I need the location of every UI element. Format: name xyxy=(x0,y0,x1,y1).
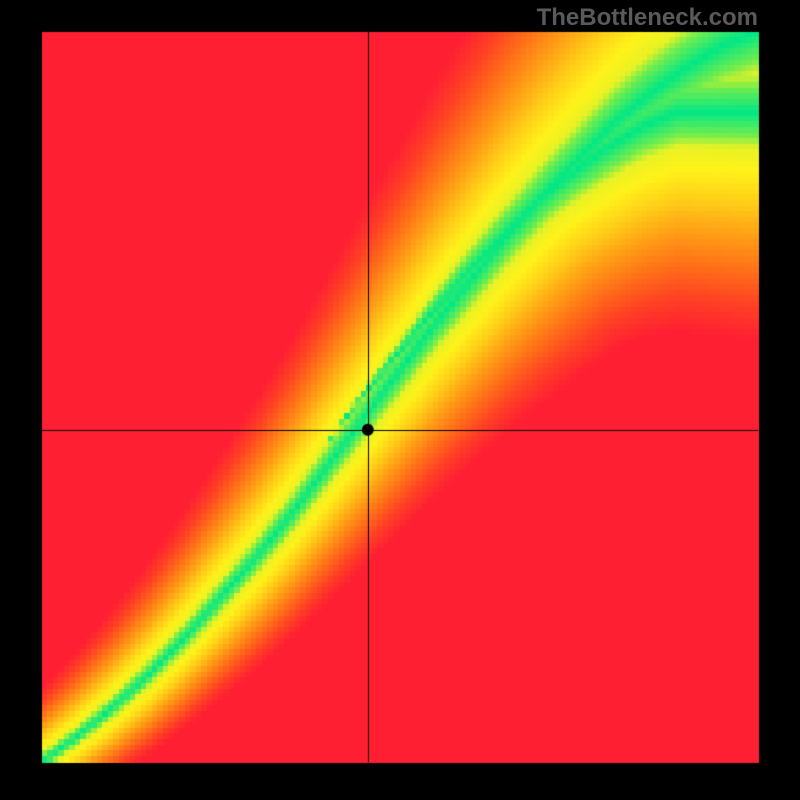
bottleneck-heatmap xyxy=(0,0,800,800)
chart-container: TheBottleneck.com xyxy=(0,0,800,800)
attribution-label: TheBottleneck.com xyxy=(537,4,758,32)
